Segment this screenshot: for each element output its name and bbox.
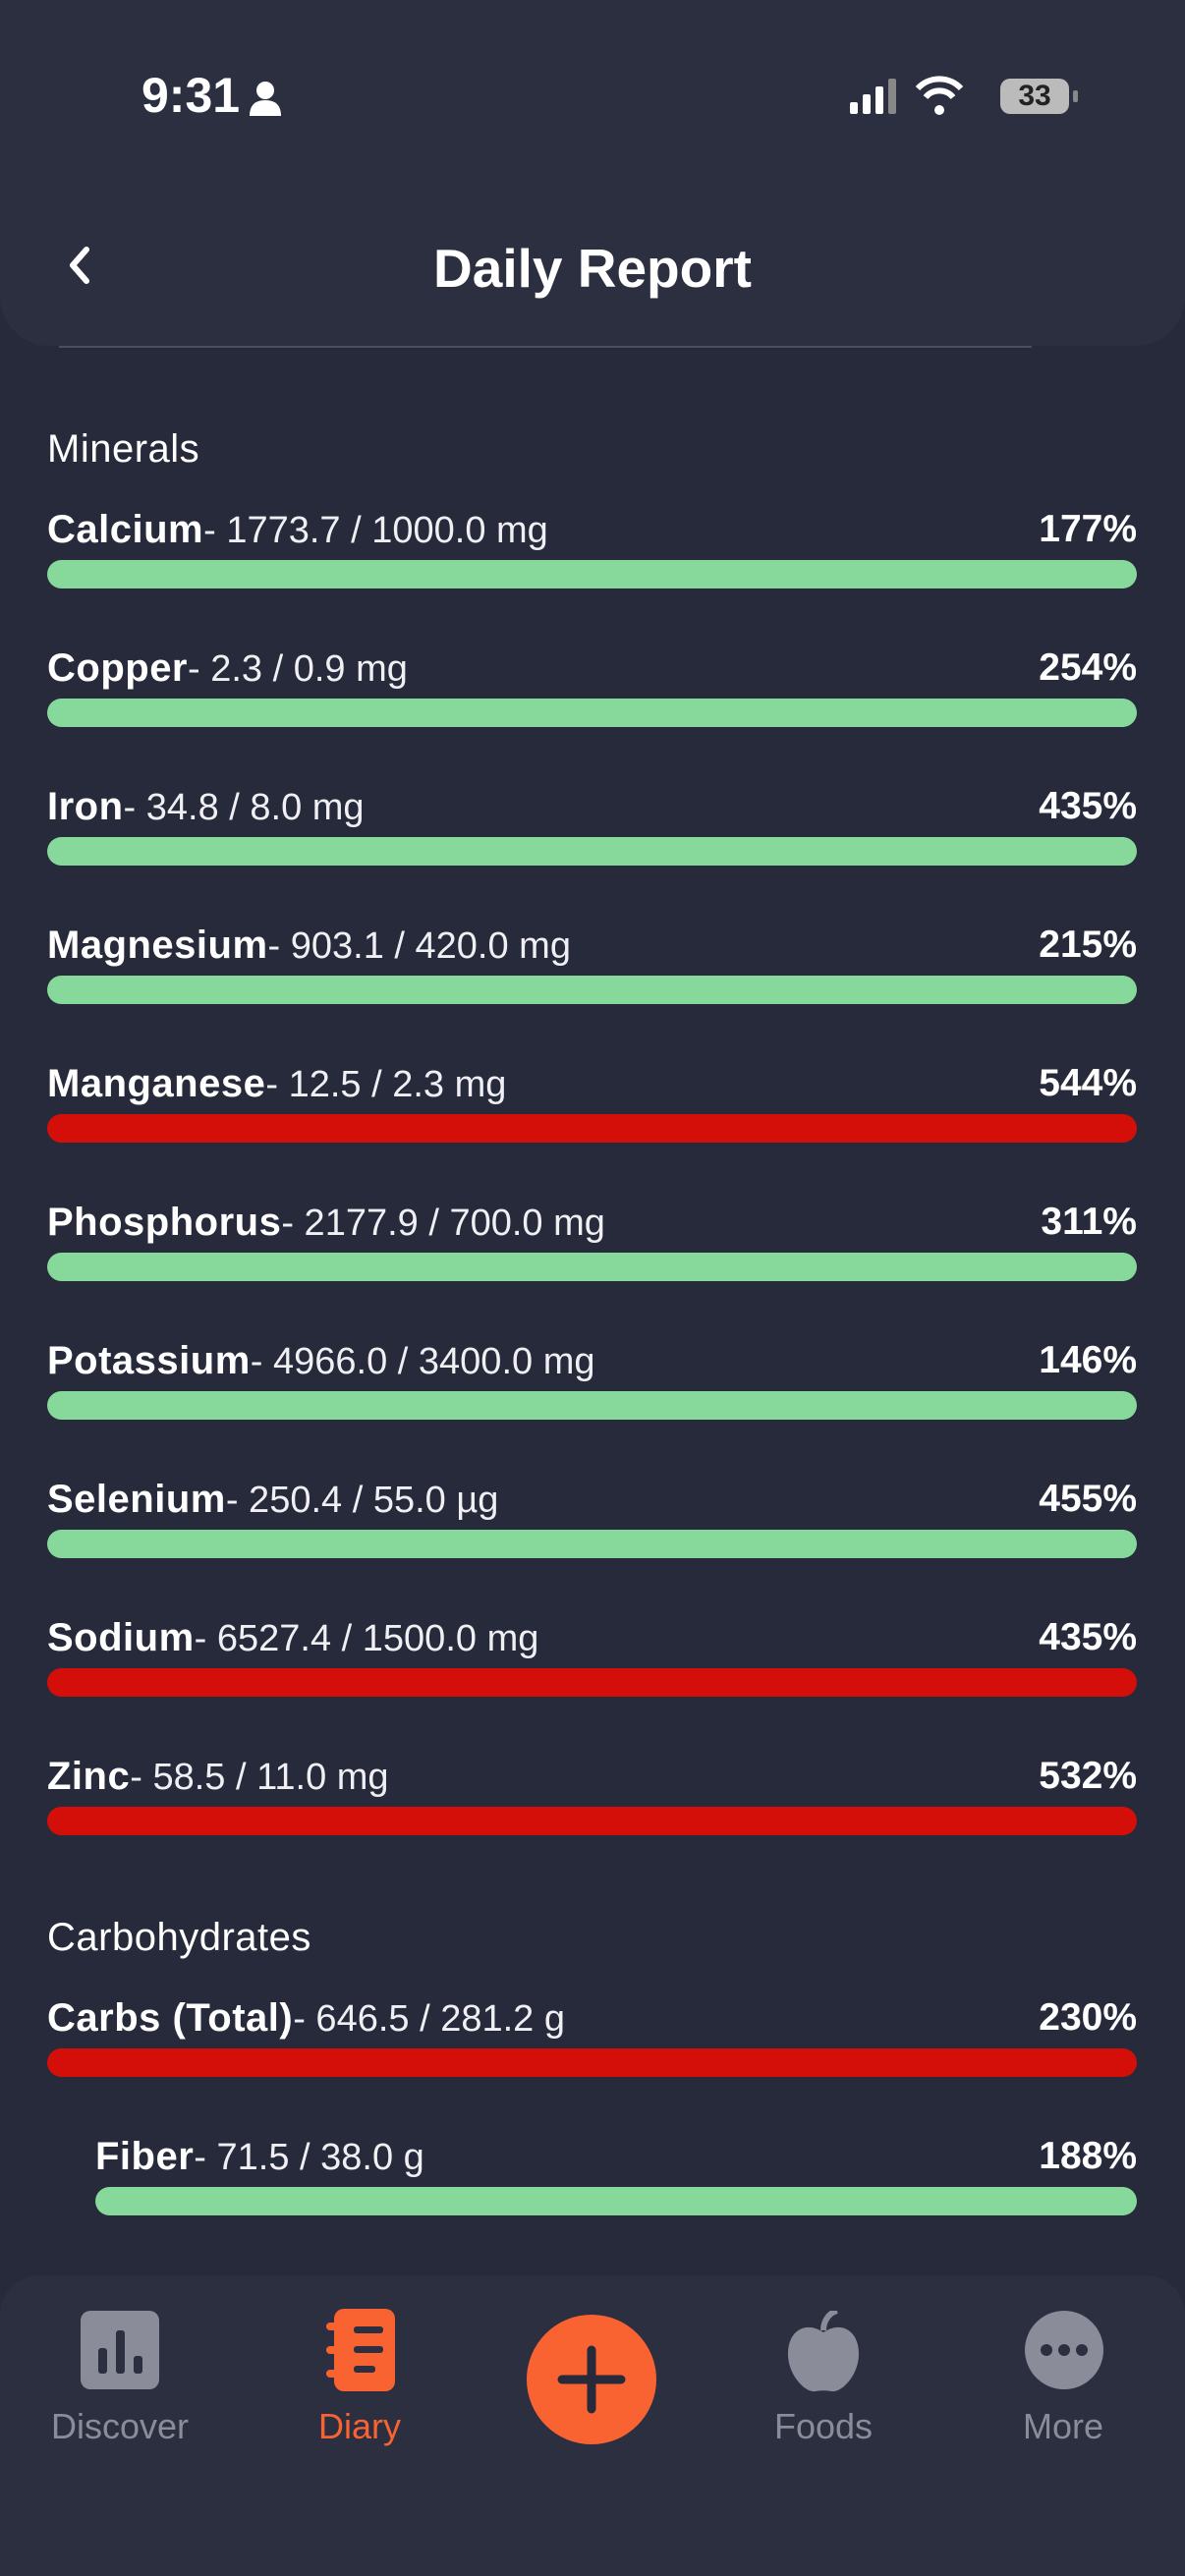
nutrient-percent: 311% — [1041, 1201, 1137, 1243]
nutrient-name: Copper — [47, 646, 188, 690]
nutrient-amount: - 250.4 / 55.0 µg — [225, 1480, 499, 1521]
nutrient-percent: 146% — [1039, 1339, 1137, 1381]
nutrient-name: Carbs (Total) — [47, 1996, 294, 2040]
nutrient-row: Zinc- 58.5 / 11.0 mg — [47, 1752, 389, 1801]
nutrient-percent: 215% — [1039, 924, 1137, 966]
battery-level: 33 — [1018, 80, 1051, 112]
nutrient-amount: - 903.1 / 420.0 mg — [267, 925, 571, 967]
nutrient-name: Magnesium — [47, 924, 268, 967]
progress-bar — [95, 2187, 1137, 2215]
nutrient-row: Carbs (Total)- 646.5 / 281.2 g — [47, 1993, 565, 2043]
nutrient-percent: 177% — [1039, 508, 1137, 550]
nutrient-row: Magnesium- 903.1 / 420.0 mg — [47, 921, 571, 970]
section-title: Minerals — [47, 427, 200, 471]
nutrient-percent: 435% — [1039, 785, 1137, 827]
progress-bar — [47, 837, 1137, 866]
nutrient-amount: - 71.5 / 38.0 g — [194, 2137, 424, 2178]
nutrient-amount: - 2.3 / 0.9 mg — [188, 648, 408, 690]
page-title: Daily Report — [433, 238, 752, 299]
nav-foods[interactable]: Foods — [773, 2406, 874, 2446]
person-icon — [250, 82, 281, 116]
nutrient-percent: 544% — [1039, 1062, 1137, 1104]
more-icon[interactable] — [1025, 2311, 1103, 2389]
header-bg — [0, 0, 1185, 346]
nutrient-percent: 532% — [1039, 1755, 1137, 1797]
discover-icon[interactable] — [81, 2311, 159, 2389]
nutrient-name: Manganese — [47, 1062, 266, 1105]
back-button[interactable] — [61, 242, 100, 291]
progress-bar — [47, 2048, 1137, 2077]
progress-bar — [47, 1253, 1137, 1281]
nutrient-percent: 435% — [1039, 1616, 1137, 1658]
nutrient-percent: 455% — [1039, 1478, 1137, 1520]
nutrient-name: Iron — [47, 785, 124, 828]
section-title: Carbohydrates — [47, 1916, 311, 1959]
progress-bar — [47, 1114, 1137, 1143]
nutrient-name: Selenium — [47, 1478, 226, 1521]
nav-discover[interactable]: Discover — [50, 2406, 190, 2446]
nutrient-amount: - 2177.9 / 700.0 mg — [281, 1203, 605, 1244]
progress-bar — [47, 1668, 1137, 1697]
nutrient-row: Fiber- 71.5 / 38.0 g — [95, 2132, 424, 2181]
progress-bar — [47, 699, 1137, 727]
progress-bar — [47, 1530, 1137, 1558]
status-icons — [850, 76, 1078, 115]
nav-more[interactable]: More — [1022, 2406, 1104, 2446]
nutrient-row: Calcium- 1773.7 / 1000.0 mg — [47, 505, 548, 554]
nutrient-name: Fiber — [95, 2135, 195, 2178]
nutrient-amount: - 6527.4 / 1500.0 mg — [194, 1618, 539, 1659]
nutrient-amount: - 12.5 / 2.3 mg — [265, 1064, 507, 1105]
nutrient-amount: - 4966.0 / 3400.0 mg — [250, 1341, 595, 1382]
nutrient-row: Potassium- 4966.0 / 3400.0 mg — [47, 1336, 594, 1385]
nav-diary[interactable]: Diary — [317, 2406, 401, 2446]
nutrient-percent: 254% — [1039, 646, 1137, 689]
progress-bar — [47, 976, 1137, 1004]
nutrient-percent: 230% — [1039, 1996, 1137, 2039]
nutrient-row: Selenium- 250.4 / 55.0 µg — [47, 1475, 498, 1524]
foods-icon[interactable] — [786, 2311, 861, 2393]
nutrient-percent: 188% — [1039, 2135, 1137, 2177]
nutrient-name: Potassium — [47, 1339, 251, 1382]
progress-bar — [47, 1391, 1137, 1420]
nutrient-row: Sodium- 6527.4 / 1500.0 mg — [47, 1613, 538, 1662]
divider — [59, 346, 1032, 348]
nutrient-amount: - 646.5 / 281.2 g — [293, 1998, 565, 2040]
nutrient-amount: - 34.8 / 8.0 mg — [123, 787, 365, 828]
nutrient-row: Manganese- 12.5 / 2.3 mg — [47, 1059, 506, 1108]
nutrient-name: Sodium — [47, 1616, 195, 1659]
nutrient-name: Phosphorus — [47, 1201, 282, 1244]
progress-bar — [47, 560, 1137, 588]
progress-bar — [47, 1807, 1137, 1835]
diary-icon[interactable] — [326, 2309, 397, 2391]
status-time: 9:31 — [141, 68, 241, 123]
nutrient-name: Zinc — [47, 1755, 131, 1798]
add-button[interactable] — [526, 2314, 657, 2445]
nutrient-amount: - 1773.7 / 1000.0 mg — [203, 510, 548, 551]
nutrient-row: Phosphorus- 2177.9 / 700.0 mg — [47, 1198, 605, 1247]
nutrient-name: Calcium — [47, 508, 204, 551]
nutrient-amount: - 58.5 / 11.0 mg — [130, 1757, 389, 1798]
nutrient-row: Iron- 34.8 / 8.0 mg — [47, 782, 365, 831]
nutrient-row: Copper- 2.3 / 0.9 mg — [47, 644, 408, 693]
